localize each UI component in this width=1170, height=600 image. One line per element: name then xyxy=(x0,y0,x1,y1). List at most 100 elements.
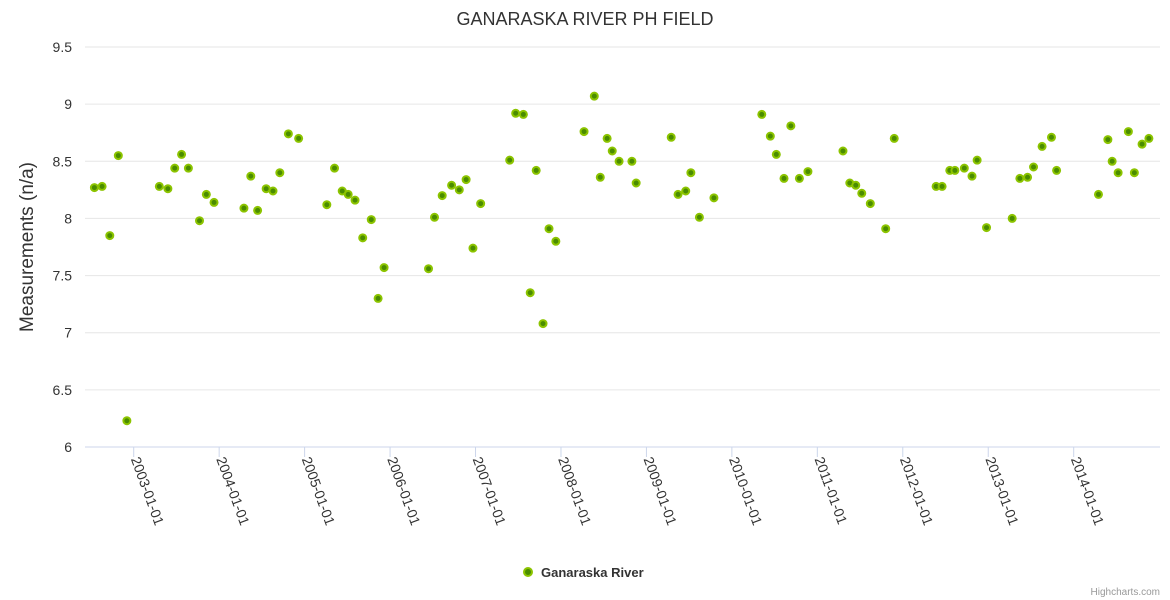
data-point[interactable] xyxy=(343,189,353,199)
data-point[interactable] xyxy=(857,188,867,198)
data-point[interactable] xyxy=(350,195,360,205)
data-point[interactable] xyxy=(889,133,899,143)
data-point[interactable] xyxy=(1052,165,1062,175)
data-point[interactable] xyxy=(694,212,704,222)
data-point[interactable] xyxy=(1137,139,1147,149)
data-point[interactable] xyxy=(1113,168,1123,178)
data-point[interactable] xyxy=(379,263,389,273)
data-point[interactable] xyxy=(865,199,875,209)
x-tick-label: 2014-01-01 xyxy=(1068,455,1108,528)
data-point[interactable] xyxy=(544,224,554,234)
data-point[interactable] xyxy=(275,168,285,178)
data-point[interactable] xyxy=(246,171,256,181)
data-point[interactable] xyxy=(294,133,304,143)
y-tick-label: 6 xyxy=(64,439,72,455)
data-point[interactable] xyxy=(89,183,99,193)
data-point[interactable] xyxy=(330,163,340,173)
data-point[interactable] xyxy=(253,205,263,215)
data-point[interactable] xyxy=(1023,172,1033,182)
data-point[interactable] xyxy=(757,109,767,119)
credits-link[interactable]: Highcharts.com xyxy=(1091,587,1160,598)
data-point[interactable] xyxy=(589,91,599,101)
data-point[interactable] xyxy=(97,181,107,191)
data-point[interactable] xyxy=(268,186,278,196)
data-point[interactable] xyxy=(803,167,813,177)
data-point[interactable] xyxy=(170,163,180,173)
data-point[interactable] xyxy=(201,189,211,199)
data-point[interactable] xyxy=(1093,189,1103,199)
data-point[interactable] xyxy=(366,215,376,225)
data-point[interactable] xyxy=(163,184,173,194)
data-point[interactable] xyxy=(794,173,804,183)
data-point[interactable] xyxy=(461,175,471,185)
data-point[interactable] xyxy=(1123,127,1133,137)
data-point[interactable] xyxy=(525,288,535,298)
data-point[interactable] xyxy=(1029,162,1039,172)
data-point[interactable] xyxy=(972,155,982,165)
data-point[interactable] xyxy=(681,186,691,196)
data-point[interactable] xyxy=(1015,173,1025,183)
data-point[interactable] xyxy=(551,236,561,246)
data-point[interactable] xyxy=(631,178,641,188)
x-tick-label: 2008-01-01 xyxy=(555,455,595,528)
data-point[interactable] xyxy=(950,165,960,175)
data-point[interactable] xyxy=(1103,135,1113,145)
data-point[interactable] xyxy=(322,200,332,210)
data-point[interactable] xyxy=(1007,213,1017,223)
data-point[interactable] xyxy=(1046,132,1056,142)
data-point[interactable] xyxy=(113,151,123,161)
data-point[interactable] xyxy=(627,156,637,166)
data-point[interactable] xyxy=(430,212,440,222)
data-point[interactable] xyxy=(982,223,992,233)
data-point[interactable] xyxy=(937,181,947,191)
data-point[interactable] xyxy=(468,243,478,253)
data-point[interactable] xyxy=(1129,168,1139,178)
data-point[interactable] xyxy=(122,416,132,426)
data-point[interactable] xyxy=(1107,156,1117,166)
data-point[interactable] xyxy=(765,131,775,141)
data-point[interactable] xyxy=(195,216,205,226)
data-point[interactable] xyxy=(476,199,486,209)
x-tick-label: 2013-01-01 xyxy=(982,455,1022,528)
data-point[interactable] xyxy=(505,155,515,165)
data-point[interactable] xyxy=(579,127,589,137)
x-tick-label: 2004-01-01 xyxy=(213,455,253,528)
data-point[interactable] xyxy=(177,149,187,159)
legend-item[interactable]: Ganaraska River xyxy=(523,565,644,580)
data-point[interactable] xyxy=(518,109,528,119)
data-point[interactable] xyxy=(686,168,696,178)
data-point[interactable] xyxy=(838,146,848,156)
data-point[interactable] xyxy=(209,197,219,207)
data-point[interactable] xyxy=(447,180,457,190)
data-point[interactable] xyxy=(851,180,861,190)
data-point[interactable] xyxy=(1037,141,1047,151)
data-point[interactable] xyxy=(1144,133,1154,143)
data-point[interactable] xyxy=(666,132,676,142)
data-point[interactable] xyxy=(959,163,969,173)
data-point[interactable] xyxy=(531,165,541,175)
data-point[interactable] xyxy=(437,191,447,201)
data-point[interactable] xyxy=(967,171,977,181)
data-point[interactable] xyxy=(424,264,434,274)
data-point[interactable] xyxy=(358,233,368,243)
data-point[interactable] xyxy=(607,146,617,156)
data-point[interactable] xyxy=(283,129,293,139)
data-point[interactable] xyxy=(709,193,719,203)
data-point[interactable] xyxy=(538,319,548,329)
data-point[interactable] xyxy=(771,149,781,159)
data-point[interactable] xyxy=(595,172,605,182)
data-point[interactable] xyxy=(614,156,624,166)
data-point[interactable] xyxy=(154,181,164,191)
data-point[interactable] xyxy=(183,163,193,173)
data-point[interactable] xyxy=(779,173,789,183)
data-point[interactable] xyxy=(454,185,464,195)
data-point[interactable] xyxy=(673,189,683,199)
data-point[interactable] xyxy=(511,108,521,118)
data-point[interactable] xyxy=(786,121,796,131)
data-point[interactable] xyxy=(881,224,891,234)
data-point[interactable] xyxy=(602,133,612,143)
data-point[interactable] xyxy=(239,203,249,213)
data-point[interactable] xyxy=(105,231,115,241)
x-tick-label: 2011-01-01 xyxy=(812,455,851,527)
data-point[interactable] xyxy=(373,293,383,303)
